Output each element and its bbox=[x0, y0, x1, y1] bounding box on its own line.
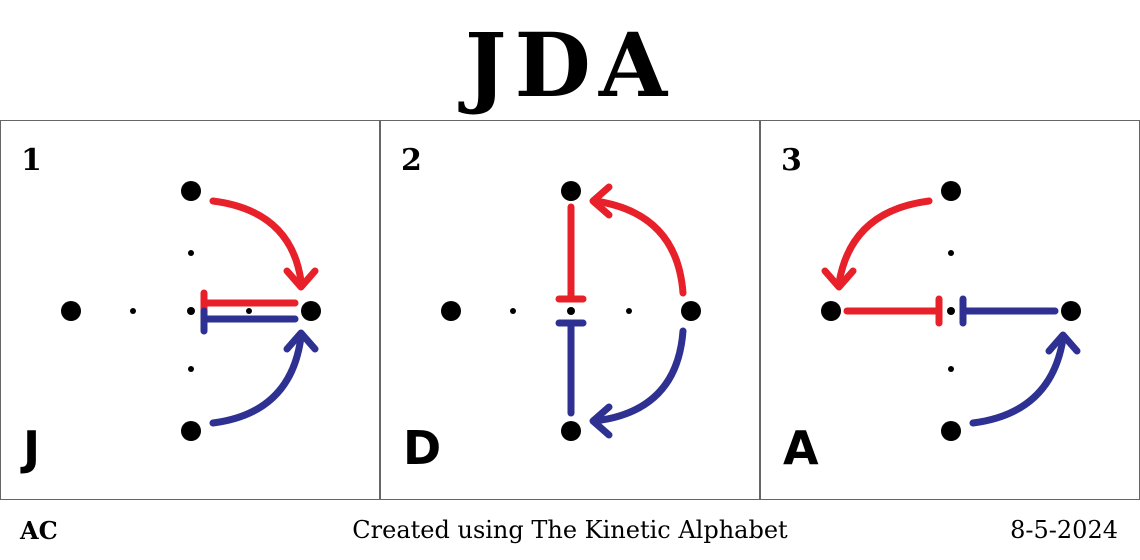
blue-arc bbox=[209, 333, 305, 427]
dot-small bbox=[948, 250, 954, 256]
blue-arrowhead bbox=[589, 403, 613, 439]
dot-left bbox=[441, 301, 461, 321]
dot-small bbox=[188, 366, 194, 372]
dot-right bbox=[1061, 301, 1081, 321]
dot-bottom bbox=[941, 421, 961, 441]
panel-number: 1 bbox=[21, 143, 42, 178]
dot-left bbox=[61, 301, 81, 321]
page-title: JDA bbox=[464, 13, 676, 117]
blue-arrowhead bbox=[283, 329, 319, 353]
red-arrowhead bbox=[589, 183, 613, 219]
dot-left bbox=[821, 301, 841, 321]
footer: Created using The Kinetic Alphabet AC 8-… bbox=[0, 500, 1140, 560]
panel-letter: A bbox=[783, 421, 819, 475]
dot-right bbox=[301, 301, 321, 321]
panel-3: 3 A bbox=[760, 120, 1140, 500]
footer-credit: Created using The Kinetic Alphabet bbox=[352, 516, 788, 544]
red-arc bbox=[209, 197, 305, 285]
blue-arc bbox=[969, 335, 1067, 427]
dot-small bbox=[510, 308, 516, 314]
panel-1: 1 J bbox=[0, 120, 380, 500]
panel-1-diagram bbox=[61, 181, 321, 441]
red-arc bbox=[591, 197, 687, 297]
dot-center bbox=[947, 307, 955, 315]
dot-small bbox=[626, 308, 632, 314]
dot-small bbox=[246, 308, 252, 314]
dot-top bbox=[181, 181, 201, 201]
red-arrowhead bbox=[283, 267, 319, 291]
red-arrowhead bbox=[821, 267, 857, 291]
dot-bottom bbox=[561, 421, 581, 441]
red-arc bbox=[835, 197, 933, 287]
dot-bottom bbox=[181, 421, 201, 441]
panel-2-diagram bbox=[441, 181, 701, 441]
dot-small bbox=[130, 308, 136, 314]
dot-top bbox=[941, 181, 961, 201]
panel-number: 3 bbox=[781, 143, 802, 178]
panel-3-diagram bbox=[821, 181, 1081, 441]
footer-author: AC bbox=[20, 516, 58, 545]
dot-top bbox=[561, 181, 581, 201]
dot-center bbox=[187, 307, 195, 315]
panel-letter: J bbox=[23, 421, 41, 475]
dot-right bbox=[681, 301, 701, 321]
panel-letter: D bbox=[403, 421, 442, 475]
dot-center bbox=[567, 307, 575, 315]
blue-arrowhead bbox=[1045, 331, 1081, 355]
dot-small bbox=[948, 366, 954, 372]
panel-2: 2 D bbox=[380, 120, 760, 500]
panel-number: 2 bbox=[401, 143, 422, 178]
blue-arc bbox=[591, 327, 687, 425]
footer-date: 8-5-2024 bbox=[1010, 516, 1118, 544]
panel-row: 1 J bbox=[0, 120, 1140, 500]
dot-small bbox=[188, 250, 194, 256]
